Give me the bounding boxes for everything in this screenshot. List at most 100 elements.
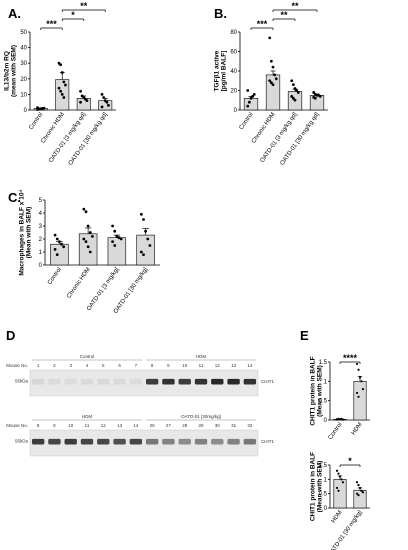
data-point — [355, 362, 359, 366]
y-tick-label: 50 — [20, 30, 27, 36]
data-point — [111, 224, 114, 228]
panel-label-D: D — [6, 328, 15, 343]
category-label: Chronic HDM — [66, 267, 92, 300]
mouse-number: 6 — [118, 363, 121, 368]
data-point — [291, 83, 295, 87]
mouse-number: 7 — [135, 363, 138, 368]
data-point — [36, 106, 39, 110]
y-tick-label: 3 — [39, 224, 43, 230]
data-point — [62, 245, 66, 249]
data-point — [100, 105, 104, 109]
data-point — [100, 93, 104, 96]
y-tick-label: 1.5 — [319, 463, 328, 469]
data-point — [102, 96, 106, 99]
chart-B: 0 20 40 60 80 TGFβ1 active[pg/ml BALF] Control… — [214, 1, 328, 167]
mouse-number: 8 — [37, 423, 40, 428]
data-point — [59, 63, 63, 67]
data-point — [115, 235, 119, 238]
data-point — [337, 417, 340, 420]
category-label: HDM — [351, 422, 364, 437]
data-point — [361, 387, 365, 391]
blot-band — [227, 378, 240, 385]
data-point — [86, 245, 90, 249]
data-point — [296, 91, 300, 94]
y-axis-label-line: TGFβ1 active — [214, 50, 221, 91]
mouse-number: 12 — [101, 423, 107, 428]
blot-band — [145, 378, 159, 385]
category-label: OATD-01 [30 mg/kg qd] — [280, 111, 321, 166]
mouse-number: 32 — [247, 423, 253, 428]
kda-label: 55kDa — [15, 438, 29, 443]
data-point — [291, 96, 295, 100]
data-point — [88, 231, 92, 234]
data-point — [293, 87, 297, 90]
data-point — [142, 253, 145, 256]
data-point — [64, 83, 67, 87]
data-point — [113, 244, 117, 247]
panel-label-C: C. — [8, 190, 21, 205]
band-label: CHIT1 — [261, 379, 274, 384]
data-point — [57, 86, 61, 90]
y-tick-label: 0 — [324, 506, 328, 512]
bar — [78, 233, 98, 266]
group-header-label: Control — [80, 354, 95, 359]
y-axis-label-line: Macrophages in BALF x 10⁴ — [19, 189, 26, 275]
data-point — [274, 77, 278, 81]
y-tick-label: 2 — [39, 237, 43, 243]
blot-band — [48, 378, 61, 385]
data-point — [269, 59, 273, 63]
data-point — [357, 395, 360, 398]
data-point — [268, 79, 272, 83]
bar — [265, 74, 281, 111]
category-label: OATD-01 [30 mg/kg] — [327, 509, 363, 550]
blot-band — [64, 438, 77, 445]
blot-band — [31, 438, 45, 445]
data-point — [119, 237, 123, 241]
data-point — [246, 89, 250, 92]
y-tick-label: 1 — [324, 477, 328, 483]
mouse-number: 30 — [215, 423, 221, 428]
blot-bottom: HDM OATD-01 [30mg/kg] Mouse No. 8 9 10 11 12 13 1… — [6, 414, 274, 457]
y-axis-label: IL13/b2m RQ(mean with SEM) — [4, 45, 18, 97]
significance-label: ** — [80, 1, 88, 11]
y-axis-label-line: (mean with SEM) — [11, 45, 18, 97]
band-label: CHIT1 — [261, 439, 274, 444]
y-tick-label: 5 — [39, 198, 43, 204]
chart-C: 0 1 2 3 4 5 Macrophages in BALF x 10⁴(Mean wit… — [19, 189, 160, 315]
significance-label: *** — [46, 19, 57, 29]
bar — [353, 381, 367, 421]
mouse-number: 12 — [215, 363, 221, 368]
mouse-number: 13 — [231, 363, 237, 368]
bar — [107, 237, 127, 266]
significance-label: ** — [291, 1, 299, 11]
mouse-number: 29 — [198, 423, 204, 428]
blot-band — [178, 378, 191, 385]
y-tick-label: 1.5 — [319, 360, 328, 366]
panel-label-B: B. — [214, 6, 227, 21]
blot-band — [178, 438, 191, 445]
data-point — [105, 100, 109, 104]
mouse-number: 14 — [133, 423, 139, 428]
panel-label-E: E — [300, 328, 309, 343]
mouse-number: 28 — [182, 423, 188, 428]
data-point — [246, 104, 250, 108]
y-tick-label: 80 — [230, 30, 237, 36]
category-label: Control — [47, 267, 63, 286]
y-axis-label: Macrophages in BALF x 10⁴(Mean with SEM) — [19, 189, 33, 275]
data-point — [268, 36, 272, 40]
y-axis-label: TGFβ1 active[pg/ml BALF] — [214, 50, 228, 91]
data-point — [107, 103, 110, 107]
blot-band — [31, 378, 45, 385]
data-point — [312, 91, 316, 94]
data-point — [360, 380, 363, 383]
mouse-number: 2 — [53, 363, 56, 368]
blot-band — [194, 378, 208, 385]
data-point — [249, 96, 253, 100]
chart-A: 0 10 20 30 40 50 IL13/b2m RQ(mean with SEM) Con… — [4, 1, 116, 167]
data-point — [111, 240, 114, 244]
y-axis-label: CHIT1 protein in BALF(Mean with SEM) — [310, 356, 324, 425]
data-point — [144, 229, 148, 233]
data-point — [357, 368, 360, 371]
data-point — [341, 418, 345, 421]
